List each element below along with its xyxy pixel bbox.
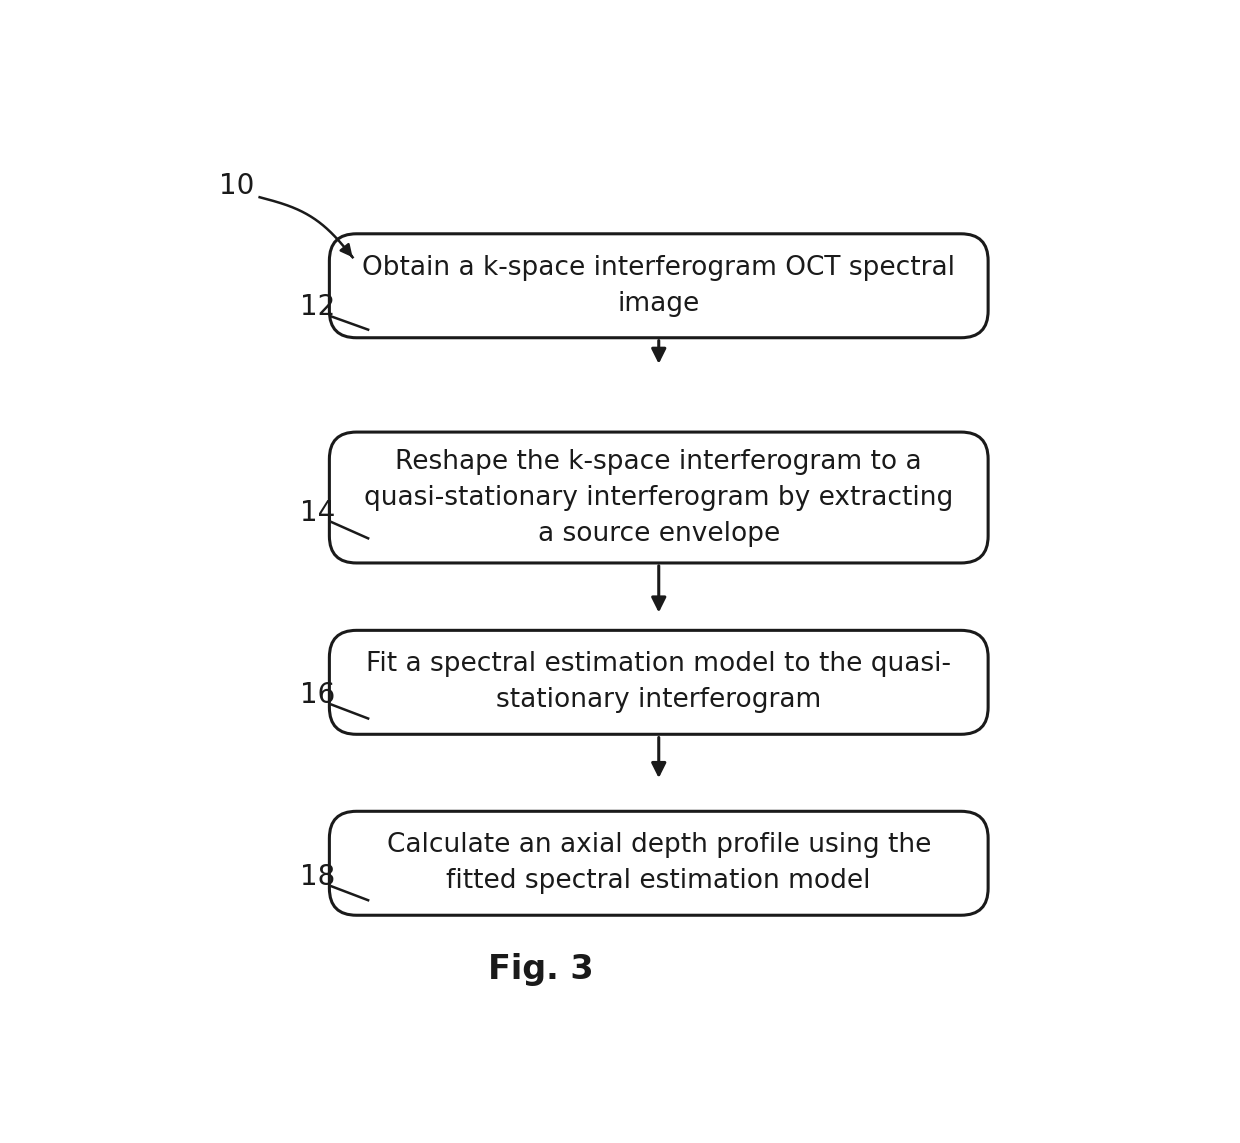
Text: Fit a spectral estimation model to the quasi-
stationary interferogram: Fit a spectral estimation model to the q… [366, 652, 951, 713]
Text: 14: 14 [300, 499, 335, 527]
FancyBboxPatch shape [330, 812, 988, 916]
Text: Fig. 3: Fig. 3 [489, 953, 594, 986]
Text: Calculate an axial depth profile using the
fitted spectral estimation model: Calculate an axial depth profile using t… [387, 832, 931, 894]
Text: 16: 16 [300, 681, 335, 710]
Text: Obtain a k-space interferogram OCT spectral
image: Obtain a k-space interferogram OCT spect… [362, 255, 955, 317]
FancyBboxPatch shape [330, 234, 988, 337]
Text: Reshape the k-space interferogram to a
quasi-stationary interferogram by extract: Reshape the k-space interferogram to a q… [365, 448, 954, 546]
Text: 10: 10 [218, 171, 254, 200]
Text: 18: 18 [300, 863, 335, 892]
Text: 12: 12 [300, 294, 335, 321]
FancyBboxPatch shape [330, 432, 988, 563]
FancyBboxPatch shape [330, 630, 988, 734]
